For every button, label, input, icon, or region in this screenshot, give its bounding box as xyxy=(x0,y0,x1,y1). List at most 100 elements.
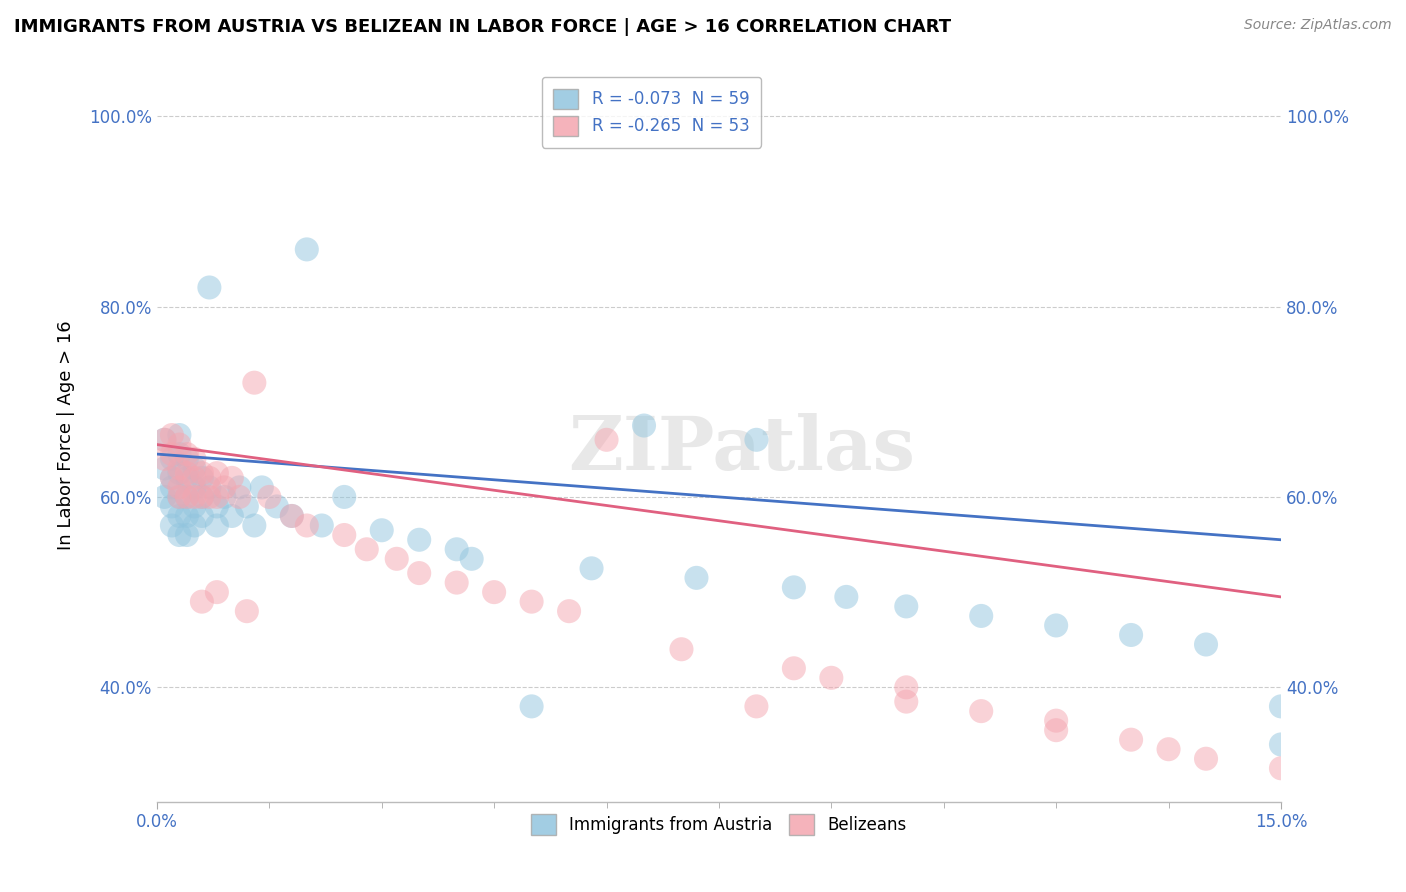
Point xyxy=(896,599,918,614)
Point xyxy=(205,500,228,514)
Point xyxy=(243,376,266,390)
Point xyxy=(205,585,228,599)
Point xyxy=(408,566,430,580)
Point xyxy=(595,433,617,447)
Point xyxy=(160,447,183,461)
Point xyxy=(183,451,205,466)
Point xyxy=(1157,742,1180,756)
Point xyxy=(460,551,482,566)
Point xyxy=(250,480,273,494)
Point xyxy=(169,528,191,542)
Point xyxy=(191,471,214,485)
Point xyxy=(1195,638,1218,652)
Point xyxy=(160,518,183,533)
Point xyxy=(169,490,191,504)
Point xyxy=(191,490,214,504)
Point xyxy=(970,609,993,624)
Point xyxy=(153,451,176,466)
Legend: Immigrants from Austria, Belizeans: Immigrants from Austria, Belizeans xyxy=(522,805,917,845)
Point xyxy=(281,508,304,523)
Text: ZIPatlas: ZIPatlas xyxy=(568,413,915,486)
Point xyxy=(176,466,198,480)
Point xyxy=(176,490,198,504)
Point xyxy=(214,490,236,504)
Point xyxy=(198,471,221,485)
Point xyxy=(446,575,468,590)
Point xyxy=(1195,752,1218,766)
Point xyxy=(1045,618,1067,632)
Point xyxy=(176,528,198,542)
Point xyxy=(153,490,176,504)
Point xyxy=(169,447,191,461)
Y-axis label: In Labor Force | Age > 16: In Labor Force | Age > 16 xyxy=(58,320,75,549)
Point xyxy=(169,428,191,442)
Point xyxy=(1270,761,1292,775)
Point xyxy=(176,451,198,466)
Point xyxy=(183,461,205,475)
Point xyxy=(183,471,205,485)
Point xyxy=(685,571,707,585)
Point xyxy=(236,500,259,514)
Point xyxy=(176,471,198,485)
Point xyxy=(160,500,183,514)
Text: IMMIGRANTS FROM AUSTRIA VS BELIZEAN IN LABOR FORCE | AGE > 16 CORRELATION CHART: IMMIGRANTS FROM AUSTRIA VS BELIZEAN IN L… xyxy=(14,18,952,36)
Point xyxy=(520,594,543,608)
Point xyxy=(169,480,191,494)
Point xyxy=(183,500,205,514)
Point xyxy=(160,471,183,485)
Point xyxy=(160,451,183,466)
Point xyxy=(281,508,304,523)
Point xyxy=(205,466,228,480)
Point xyxy=(482,585,505,599)
Point xyxy=(183,480,205,494)
Point xyxy=(169,508,191,523)
Point xyxy=(385,551,408,566)
Point xyxy=(581,561,603,575)
Point xyxy=(198,280,221,294)
Point xyxy=(1119,732,1142,747)
Point xyxy=(1119,628,1142,642)
Point xyxy=(191,508,214,523)
Point xyxy=(1270,699,1292,714)
Point xyxy=(176,508,198,523)
Point xyxy=(745,433,768,447)
Point xyxy=(191,490,214,504)
Point xyxy=(783,661,806,675)
Point xyxy=(214,480,236,494)
Point xyxy=(205,518,228,533)
Point xyxy=(820,671,842,685)
Point xyxy=(266,500,288,514)
Point xyxy=(236,604,259,618)
Point xyxy=(169,461,191,475)
Point xyxy=(970,704,993,718)
Point xyxy=(311,518,333,533)
Point xyxy=(1270,738,1292,752)
Point xyxy=(169,490,191,504)
Point xyxy=(371,523,394,537)
Point xyxy=(633,418,655,433)
Point xyxy=(221,508,243,523)
Point xyxy=(191,594,214,608)
Point xyxy=(1045,723,1067,738)
Point xyxy=(333,528,356,542)
Point xyxy=(259,490,281,504)
Point xyxy=(221,471,243,485)
Point xyxy=(176,490,198,504)
Point xyxy=(176,447,198,461)
Point xyxy=(835,590,858,604)
Point xyxy=(205,490,228,504)
Point xyxy=(198,480,221,494)
Point xyxy=(896,695,918,709)
Point xyxy=(745,699,768,714)
Point xyxy=(228,490,250,504)
Point xyxy=(446,542,468,557)
Point xyxy=(333,490,356,504)
Point xyxy=(228,480,250,494)
Point xyxy=(169,466,191,480)
Point xyxy=(153,433,176,447)
Point xyxy=(896,681,918,695)
Point xyxy=(153,461,176,475)
Point xyxy=(671,642,693,657)
Point xyxy=(169,437,191,451)
Point xyxy=(153,433,176,447)
